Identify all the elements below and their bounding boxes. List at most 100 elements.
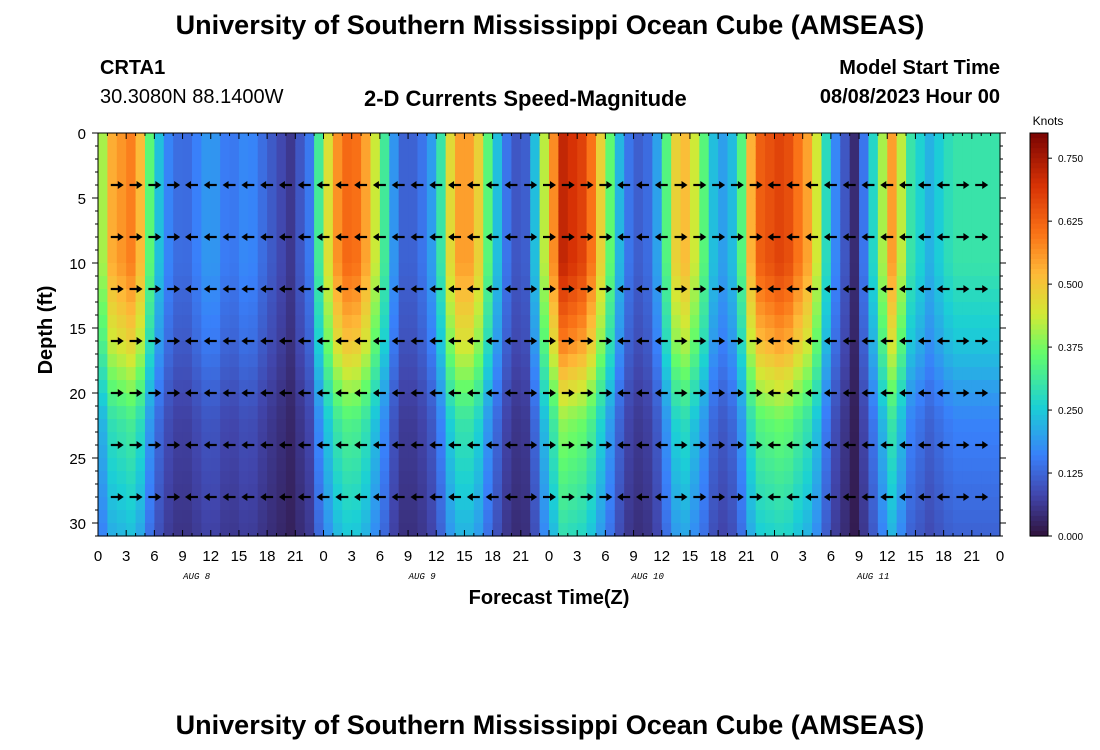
vector-arrow-west <box>278 493 292 501</box>
heatmap-cell <box>107 159 118 173</box>
heatmap-cell <box>201 224 212 238</box>
heatmap-cell <box>107 146 118 160</box>
heatmap-cell <box>98 354 108 368</box>
heatmap-cell <box>680 510 691 524</box>
heatmap-cell <box>98 510 108 524</box>
vector-head <box>635 441 642 449</box>
heatmap-cell <box>680 484 691 498</box>
heatmap-cell <box>642 328 653 342</box>
vector-head <box>222 441 229 449</box>
heatmap-cell <box>699 146 710 160</box>
heatmap-cell <box>699 367 710 381</box>
heatmap-cell <box>473 341 484 355</box>
heatmap-cell <box>736 237 747 251</box>
heatmap-cell <box>304 406 315 420</box>
heatmap-cell <box>868 211 879 225</box>
heatmap-cell <box>652 172 663 186</box>
heatmap-cell <box>718 406 729 420</box>
heatmap-cell <box>549 341 559 355</box>
heatmap-cell <box>210 315 221 329</box>
heatmap-cell <box>774 211 785 225</box>
heatmap-cell <box>370 471 381 485</box>
heatmap-cell <box>464 315 475 329</box>
vector-head <box>391 181 398 189</box>
vector-arrow-west <box>617 389 631 397</box>
vector-arrow-east <box>749 181 763 189</box>
heatmap-cell <box>445 276 456 290</box>
date-label: AUG 11 <box>856 572 889 582</box>
heatmap-cell <box>191 341 202 355</box>
heatmap-cell <box>426 315 437 329</box>
heatmap-cell <box>267 133 278 147</box>
current-speed-chart: 0 3 6 9 12 15 18 21 0 3 6 9 12 15 18 21 0 3 6 9 12 15 18 21 0 3 6 9… <box>35 114 1083 609</box>
heatmap-cell <box>445 146 456 160</box>
vector-head <box>297 181 304 189</box>
heatmap-cell <box>304 263 315 277</box>
heatmap-cell <box>154 419 165 433</box>
vector-head <box>136 337 143 345</box>
vector-head <box>786 233 793 241</box>
heatmap-cell <box>511 458 522 472</box>
heatmap-cell <box>661 406 672 420</box>
vector-head <box>531 337 538 345</box>
heatmap-cell <box>116 198 127 212</box>
heatmap-cell <box>248 393 259 407</box>
heatmap-cell <box>840 367 851 381</box>
heatmap-cell <box>981 250 992 264</box>
heatmap-cell <box>163 445 174 459</box>
heatmap-cell <box>652 354 663 368</box>
x-tick-label: 18 <box>935 548 952 565</box>
vector-head <box>861 233 868 241</box>
heatmap-cell <box>661 289 672 303</box>
heatmap-cell <box>398 159 409 173</box>
heatmap-cell <box>718 224 729 238</box>
heatmap-cell <box>126 445 137 459</box>
heatmap-cell <box>689 211 700 225</box>
heatmap-cell <box>229 159 240 173</box>
heatmap-cell <box>595 341 606 355</box>
vector-arrow-west <box>786 233 800 241</box>
vector-arrow-west <box>466 285 480 293</box>
heatmap-cell <box>915 185 926 199</box>
colorbar-swatch <box>1030 455 1048 462</box>
vector-head <box>880 389 887 397</box>
heatmap-cell <box>220 432 231 446</box>
heatmap-cell <box>586 250 597 264</box>
vector-head <box>260 493 267 501</box>
heatmap-cell <box>595 289 606 303</box>
heatmap-cell <box>520 224 531 238</box>
heatmap-cell <box>201 393 212 407</box>
heatmap-cell <box>492 328 503 342</box>
heatmap-cell <box>201 380 212 394</box>
colorbar-swatch <box>1030 314 1048 320</box>
heatmap-cell <box>107 445 118 459</box>
heatmap-cell <box>924 419 935 433</box>
heatmap-cell <box>502 211 513 225</box>
heatmap-cell <box>464 367 475 381</box>
heatmap-cell <box>464 224 475 238</box>
heatmap-cell <box>455 523 466 537</box>
vector-head <box>899 441 906 449</box>
vector-head <box>737 493 744 501</box>
heatmap-cell <box>116 250 127 264</box>
heatmap-cell <box>426 445 437 459</box>
heatmap-cell <box>859 510 870 524</box>
heatmap-cell <box>624 315 635 329</box>
heatmap-cell <box>389 237 400 251</box>
heatmap-cell <box>642 224 653 238</box>
heatmap-cell <box>708 523 719 537</box>
heatmap-cell <box>840 159 851 173</box>
heatmap-cell <box>530 471 541 485</box>
heatmap-cell <box>398 367 409 381</box>
vector-arrow-east <box>580 493 594 501</box>
heatmap-cell <box>624 289 635 303</box>
heatmap-cell <box>577 198 588 212</box>
heatmap-cell <box>539 354 550 368</box>
heatmap-cell <box>718 432 729 446</box>
heatmap-cell <box>295 315 306 329</box>
vector-head <box>767 389 774 397</box>
heatmap-cell <box>191 523 202 537</box>
heatmap-cell <box>746 133 757 147</box>
heatmap-cell <box>191 289 202 303</box>
vector-head <box>982 337 989 345</box>
